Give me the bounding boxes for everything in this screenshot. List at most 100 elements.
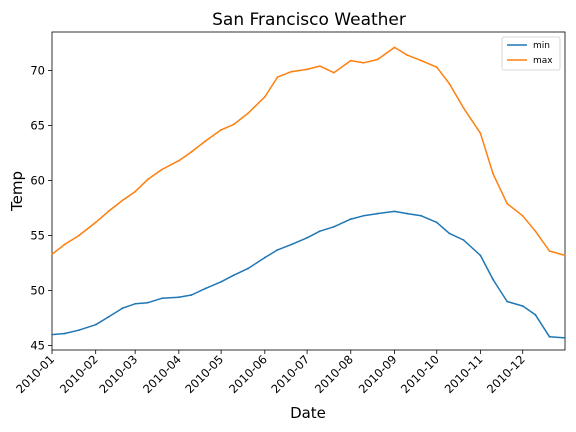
data-point-min <box>564 336 566 339</box>
data-point-min <box>190 294 193 296</box>
data-point-min <box>406 212 409 215</box>
x-tick-label: 2010-01 <box>13 352 57 396</box>
data-point-max <box>393 46 396 49</box>
data-point-min <box>479 254 482 257</box>
data-point-max <box>448 82 451 85</box>
y-tick-label: 45 <box>30 339 45 353</box>
data-point-min <box>107 316 110 318</box>
data-point-min <box>77 329 80 332</box>
series-layer <box>51 46 566 339</box>
data-point-min <box>63 332 66 335</box>
data-point-min <box>534 313 537 316</box>
data-point-min <box>204 287 207 290</box>
data-point-max <box>63 243 66 246</box>
data-point-max <box>177 159 180 162</box>
data-point-max <box>406 54 409 57</box>
data-point-min <box>376 212 379 215</box>
data-point-min <box>306 236 308 239</box>
legend: min max <box>501 36 561 71</box>
y-tick-label: 50 <box>30 284 45 298</box>
x-tick-label: 2010-04 <box>140 352 184 396</box>
data-point-max <box>534 230 537 233</box>
x-tick-label: 2010-02 <box>57 352 101 396</box>
x-axis-title: Date <box>290 404 326 422</box>
plot-area <box>51 31 566 351</box>
data-point-max <box>479 132 482 135</box>
data-point-max <box>318 65 321 68</box>
data-point-max <box>276 76 279 79</box>
data-point-min <box>177 296 180 299</box>
data-point-min <box>435 221 438 224</box>
data-point-min <box>318 230 321 233</box>
data-point-min <box>263 256 266 259</box>
data-point-max <box>134 190 137 193</box>
data-point-max <box>376 58 379 61</box>
data-point-max <box>521 214 524 217</box>
x-tick-label: 2010-08 <box>312 352 356 396</box>
data-point-min <box>51 333 53 336</box>
legend-min-label: min <box>533 41 550 51</box>
data-point-max <box>146 178 149 181</box>
data-point-max <box>564 254 566 257</box>
data-point-max <box>462 107 465 109</box>
data-point-min <box>506 300 509 303</box>
data-point-max <box>121 199 124 202</box>
y-tick-label: 60 <box>30 174 45 188</box>
data-point-min <box>332 225 335 228</box>
data-point-max <box>232 123 235 126</box>
data-point-min <box>548 335 551 338</box>
legend-max-label: max <box>533 56 553 66</box>
data-point-min <box>161 297 163 300</box>
data-point-max <box>492 173 495 175</box>
data-point-max <box>220 129 223 131</box>
data-point-min <box>246 267 249 270</box>
x-tick-label: 2010-03 <box>96 352 140 396</box>
y-tick-label: 55 <box>30 229 45 243</box>
data-point-max <box>77 234 80 237</box>
data-point-min <box>492 278 495 281</box>
data-point-min <box>393 210 396 213</box>
x-tick-label: 2010-10 <box>398 352 442 396</box>
y-tick-label: 65 <box>30 119 45 133</box>
data-point-max <box>190 151 193 153</box>
x-tick-label: 2010-06 <box>226 352 270 396</box>
y-axis-title: Temp <box>8 171 26 212</box>
data-point-min <box>220 280 223 283</box>
data-point-max <box>548 250 551 252</box>
data-point-max <box>506 202 509 205</box>
data-point-min <box>146 301 149 304</box>
data-point-max <box>263 96 266 98</box>
y-axis: 45 50 55 60 65 70 <box>30 64 52 353</box>
data-point-max <box>246 112 249 115</box>
y-tick-label: 70 <box>30 64 45 78</box>
data-point-max <box>349 59 352 62</box>
data-point-min <box>521 305 524 307</box>
data-point-max <box>332 71 335 74</box>
data-point-min <box>94 323 97 326</box>
data-point-min <box>349 218 352 220</box>
x-tick-label: 2010-05 <box>182 352 226 396</box>
x-tick-label: 2010-07 <box>268 352 312 396</box>
data-point-min <box>276 248 279 251</box>
data-point-min <box>290 243 293 246</box>
data-point-max <box>161 168 163 171</box>
data-point-max <box>435 66 438 69</box>
data-point-min <box>420 214 423 217</box>
data-point-max <box>94 221 97 224</box>
data-point-max <box>51 253 53 256</box>
x-tick-label: 2010-12 <box>484 352 528 396</box>
data-point-max <box>306 68 308 71</box>
data-point-min <box>448 232 451 235</box>
data-point-max <box>362 61 365 64</box>
data-point-max <box>107 210 110 213</box>
data-point-max <box>290 70 293 73</box>
data-point-min <box>232 274 235 277</box>
data-point-min <box>362 214 365 217</box>
chart-title: San Francisco Weather <box>212 10 406 30</box>
x-tick-label: 2010-11 <box>442 352 486 396</box>
data-point-max <box>204 140 207 142</box>
data-point-min <box>462 239 465 241</box>
data-point-max <box>420 59 423 62</box>
